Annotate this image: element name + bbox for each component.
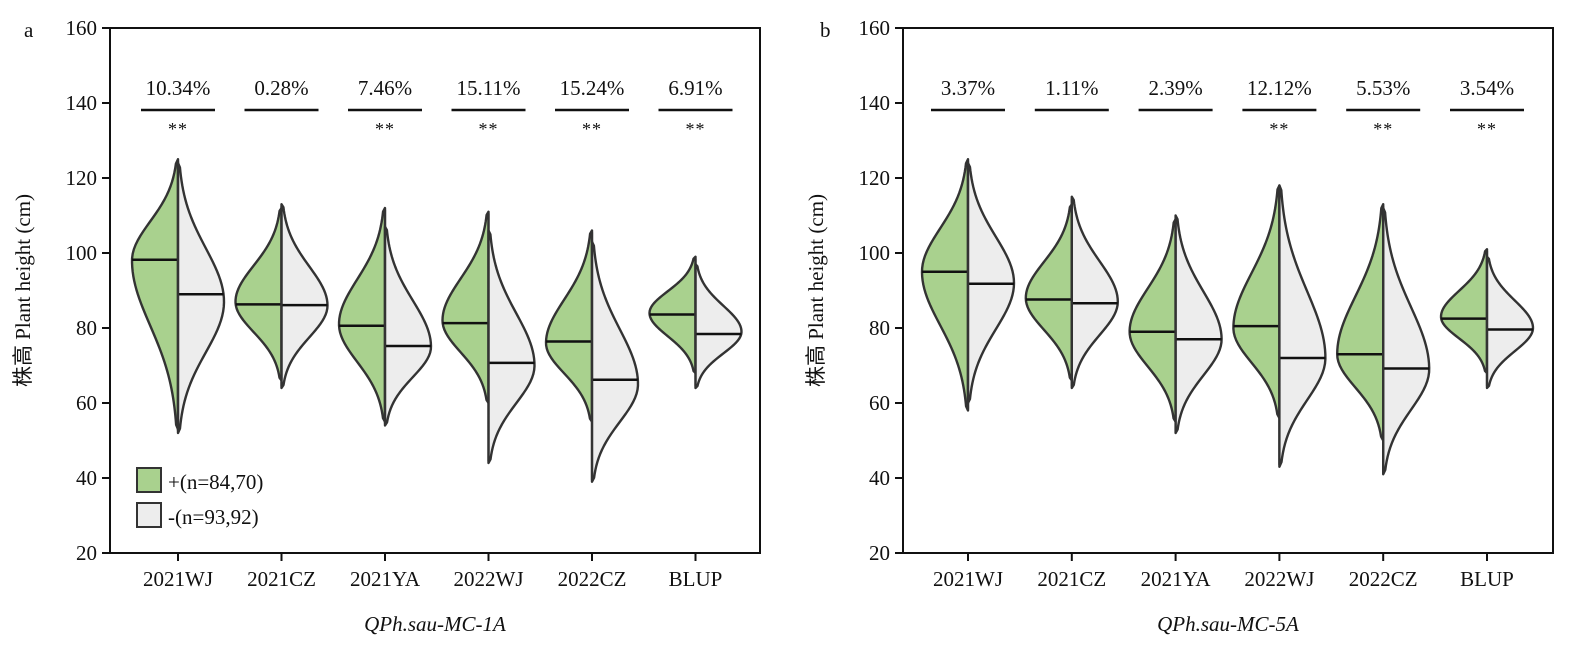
significance-stars: ** — [1269, 119, 1289, 139]
y-tick-label: 40 — [869, 466, 890, 490]
effect-percentage: 2.39% — [1148, 76, 1202, 100]
violin-group: 2021WJ 3.37% — [920, 76, 1016, 591]
violin-half-minus — [1070, 195, 1119, 390]
effect-percentage: 7.46% — [358, 76, 412, 100]
y-tick-label: 160 — [859, 16, 891, 40]
violin-half-plus — [1024, 203, 1073, 382]
significance-stars: ** — [686, 119, 706, 139]
y-tick-label: 140 — [859, 91, 891, 115]
violin-half-minus — [1174, 214, 1223, 435]
x-tick-label: 2022WJ — [1244, 567, 1314, 591]
plot-frame — [109, 27, 761, 554]
significance-stars: ** — [168, 119, 188, 139]
x-tick-label: 2022WJ — [454, 567, 524, 591]
x-axis-label: QPh.sau-MC-5A — [1157, 612, 1299, 636]
panel-letter: b — [820, 18, 831, 42]
violin-half-plus — [920, 158, 970, 412]
panel-letter: a — [24, 18, 34, 42]
effect-percentage: 1.11% — [1045, 76, 1098, 100]
violin-half-plus — [337, 206, 387, 423]
legend-label-plus: +(n=84,70) — [168, 470, 263, 494]
violin-half-minus — [176, 161, 226, 435]
legend-label-minus: -(n=93,92) — [168, 505, 259, 529]
x-axis-label: QPh.sau-MC-1A — [364, 612, 506, 636]
effect-percentage: 0.28% — [254, 76, 308, 100]
legend-swatch-plus — [136, 467, 162, 493]
significance-stars: ** — [1477, 119, 1497, 139]
x-tick-label: 2021YA — [350, 567, 421, 591]
y-tick-label: 20 — [76, 541, 97, 565]
violin-half-plus — [1232, 184, 1281, 420]
significance-stars: ** — [582, 119, 602, 139]
y-tick-label: 140 — [66, 91, 98, 115]
x-tick-label: BLUP — [669, 567, 723, 591]
effect-percentage: 15.11% — [457, 76, 521, 100]
violin-half-minus — [1485, 255, 1535, 390]
y-tick-label: 80 — [869, 316, 890, 340]
legend: +(n=84,70) -(n=93,92) — [136, 467, 263, 529]
significance-stars: ** — [1373, 119, 1393, 139]
violin-half-plus — [544, 229, 594, 423]
violin-group: 2021YA 7.46% ** — [337, 76, 433, 591]
y-tick-label: 20 — [869, 541, 890, 565]
y-tick-label: 120 — [66, 166, 98, 190]
violin-half-plus — [130, 158, 180, 431]
effect-percentage: 5.53% — [1356, 76, 1410, 100]
legend-swatch-minus — [136, 502, 162, 528]
violin-half-minus — [1278, 184, 1327, 468]
effect-percentage: 3.54% — [1460, 76, 1514, 100]
panel-a: 20 40 60 80 100 120 140 160 a 株高 Plant height (cm… — [11, 16, 761, 636]
effect-percentage: 10.34% — [146, 76, 211, 100]
y-tick-label: 120 — [859, 166, 891, 190]
y-tick-label: 100 — [66, 241, 98, 265]
violin-group: 2021CZ 1.11% — [1024, 76, 1119, 591]
significance-stars: ** — [375, 119, 395, 139]
effect-percentage: 6.91% — [668, 76, 722, 100]
effect-percentage: 15.24% — [560, 76, 625, 100]
x-tick-label: 2021CZ — [1037, 567, 1106, 591]
violin-group: BLUP 6.91% ** — [648, 76, 743, 591]
x-tick-label: 2021WJ — [143, 567, 213, 591]
x-tick-label: 2021CZ — [247, 567, 316, 591]
plot-frame — [902, 27, 1554, 554]
violin-half-plus — [234, 206, 283, 382]
x-tick-label: BLUP — [1460, 567, 1514, 591]
violin-group: 2021WJ 10.34% ** — [130, 76, 226, 591]
violin-group: 2022CZ 15.24% ** — [544, 76, 640, 591]
x-tick-label: 2022CZ — [1349, 567, 1418, 591]
violin-half-minus — [487, 229, 536, 465]
y-axis-label: 株高 Plant height (cm) — [804, 194, 828, 387]
effect-percentage: 12.12% — [1247, 76, 1312, 100]
significance-stars: ** — [479, 119, 499, 139]
y-tick-label: 40 — [76, 466, 97, 490]
violin-group: BLUP 3.54% ** — [1439, 76, 1535, 591]
violin-half-minus — [383, 225, 433, 427]
y-axis-label: 株高 Plant height (cm) — [11, 194, 35, 387]
panel-b: 20 40 60 80 100 120 140 160 b 株高 Plant height (cm… — [804, 16, 1554, 636]
violin-half-plus — [1336, 203, 1385, 442]
effect-percentage: 3.37% — [941, 76, 995, 100]
y-tick-label: 60 — [76, 391, 97, 415]
y-tick-label: 160 — [66, 16, 98, 40]
x-tick-label: 2021YA — [1141, 567, 1212, 591]
x-tick-label: 2021WJ — [933, 567, 1003, 591]
violin-half-minus — [280, 203, 329, 390]
violin-half-minus — [694, 263, 743, 390]
violin-group: 2021CZ 0.28% — [234, 76, 329, 591]
violin-half-plus — [1128, 218, 1177, 423]
violin-group: 2022WJ 15.11% ** — [441, 76, 536, 591]
y-tick-label: 80 — [76, 316, 97, 340]
y-tick-label: 60 — [869, 391, 890, 415]
x-tick-label: 2022CZ — [558, 567, 627, 591]
violin-half-plus — [441, 210, 490, 405]
violin-group: 2022CZ 5.53% ** — [1336, 76, 1431, 591]
violin-half-minus — [1382, 206, 1431, 476]
y-tick-label: 100 — [859, 241, 891, 265]
violin-group: 2022WJ 12.12% ** — [1232, 76, 1327, 591]
violin-group: 2021YA 2.39% — [1128, 76, 1223, 591]
violin-half-plus — [1439, 248, 1489, 375]
violin-half-minus — [590, 240, 640, 483]
